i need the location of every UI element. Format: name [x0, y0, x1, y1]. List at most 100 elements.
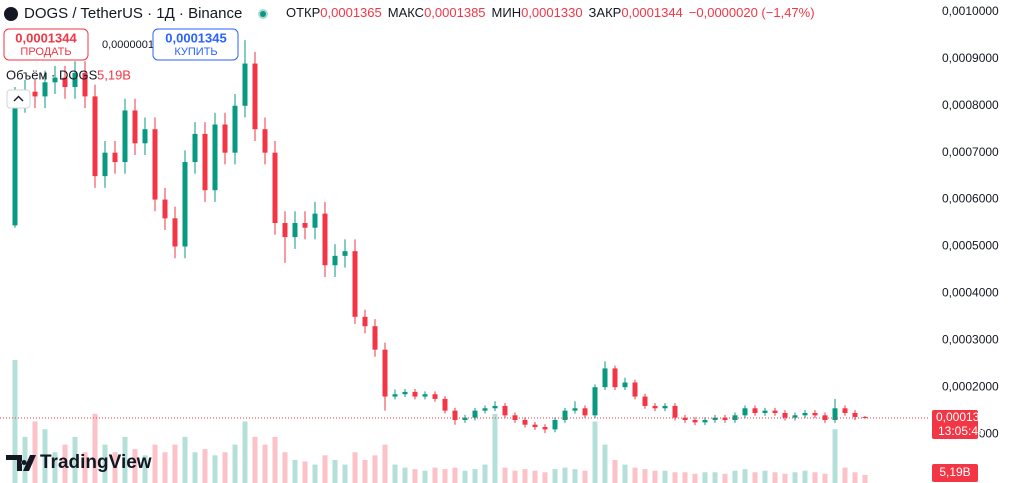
candle-body	[162, 199, 168, 219]
last-price-label: 0,0001344	[936, 410, 993, 424]
legend-label: МИН	[492, 5, 522, 20]
volume-bar	[842, 467, 848, 483]
candle-body	[402, 391, 408, 395]
volume-bar	[852, 472, 858, 483]
candle-body	[462, 417, 468, 421]
volume-bar	[372, 455, 378, 483]
candle-body	[852, 412, 858, 417]
y-tick-label: 0,0004000	[942, 286, 999, 300]
candle-body	[592, 387, 598, 416]
candle-body	[242, 63, 248, 106]
volume-bar	[622, 464, 628, 483]
volume-bar	[382, 444, 388, 483]
volume-bar	[412, 469, 418, 483]
volume-bar	[282, 452, 288, 483]
volume-bar	[772, 472, 778, 483]
candle-body	[542, 427, 548, 430]
y-tick-label: 0,0003000	[942, 332, 999, 346]
candle-body	[152, 129, 158, 200]
candle-body	[582, 408, 588, 416]
candle-body	[832, 408, 838, 421]
candle-body	[632, 382, 638, 397]
candle-body	[312, 213, 318, 228]
candle-body	[532, 424, 538, 428]
candle-body	[332, 255, 338, 266]
candle-body	[372, 326, 378, 350]
y-tick-label: 0,0010000	[942, 4, 999, 18]
collapse-button[interactable]	[6, 89, 31, 109]
candle-body	[722, 417, 728, 421]
candle-body	[742, 408, 748, 416]
sell-price: 0,0001344	[15, 30, 77, 45]
candle-body	[752, 408, 758, 413]
candle-body	[702, 420, 708, 423]
volume-bar	[112, 452, 118, 483]
volume-bar	[782, 473, 788, 483]
candle-body	[572, 408, 578, 411]
candle-body	[122, 110, 128, 163]
volume-bar	[232, 444, 238, 483]
volume-bar	[42, 429, 48, 483]
candle-body	[692, 420, 698, 423]
volume-bar	[602, 444, 608, 483]
volume-bar	[492, 413, 498, 483]
volume-bar	[312, 464, 318, 483]
countdown: 13:05:48	[938, 424, 985, 438]
volume-bar	[72, 436, 78, 483]
volume-bar	[12, 360, 18, 483]
sell-button[interactable]	[3, 28, 89, 61]
volume-bar	[802, 470, 808, 483]
candle-body	[222, 124, 228, 153]
candle-body	[232, 105, 238, 153]
volume-bar	[652, 470, 658, 483]
volume-bar	[572, 469, 578, 483]
candle-body	[492, 405, 498, 409]
candle-body	[672, 405, 678, 418]
y-tick-label: 0,0006000	[942, 192, 999, 206]
candle-body	[452, 410, 458, 421]
legend-value: 0,0001330	[521, 5, 582, 20]
volume-bar	[332, 459, 338, 483]
brand-logo	[6, 455, 36, 471]
buy-price: 0,0001345	[165, 30, 226, 45]
candle-body	[622, 382, 628, 388]
y-tick-label: 0,0007000	[942, 145, 999, 159]
volume-bar	[302, 461, 308, 483]
sell-label: ПРОДАТЬ	[20, 46, 71, 58]
candle-body	[652, 405, 658, 409]
symbol-icon	[4, 7, 18, 21]
volume-bar	[52, 452, 58, 483]
volume-bar	[522, 469, 528, 483]
symbol-title: DOGS / TetherUS · 1Д · Binance	[24, 5, 242, 22]
candle-body	[842, 408, 848, 413]
volume-bar	[432, 467, 438, 483]
price-axis: 0,0010000 0,0009000 0,0008000 0,0007000 0,00…	[930, 0, 1024, 483]
candle-body	[502, 405, 508, 416]
candle-body	[342, 251, 348, 256]
volume-bar	[682, 472, 688, 483]
candle-body	[322, 213, 328, 266]
candle-body	[82, 72, 88, 97]
volume-bar	[252, 436, 258, 483]
legend-value: 0,0001385	[424, 5, 485, 20]
y-tick-label: 0,0002000	[942, 379, 999, 393]
candle-body	[362, 316, 368, 327]
volume-bar	[192, 452, 198, 483]
legend-value: 0,0001365	[320, 5, 381, 20]
volume-bar	[562, 467, 568, 483]
candle-body	[812, 412, 818, 416]
volume-bar	[262, 444, 268, 483]
candle-body	[442, 398, 448, 411]
legend-change: −0,0000020 (−1,47%)	[689, 5, 815, 20]
legend-label: ОТКР	[286, 5, 320, 20]
candle-body	[422, 394, 428, 397]
buy-label: КУПИТЬ	[174, 46, 217, 58]
y-tick-label: 0,0005000	[942, 239, 999, 253]
spread: 0,0000001	[102, 39, 154, 51]
volume-bar	[502, 467, 508, 483]
volume-bar	[172, 444, 178, 483]
candle-body	[642, 396, 648, 406]
volume-bar	[542, 472, 548, 483]
buy-button[interactable]	[152, 28, 239, 61]
